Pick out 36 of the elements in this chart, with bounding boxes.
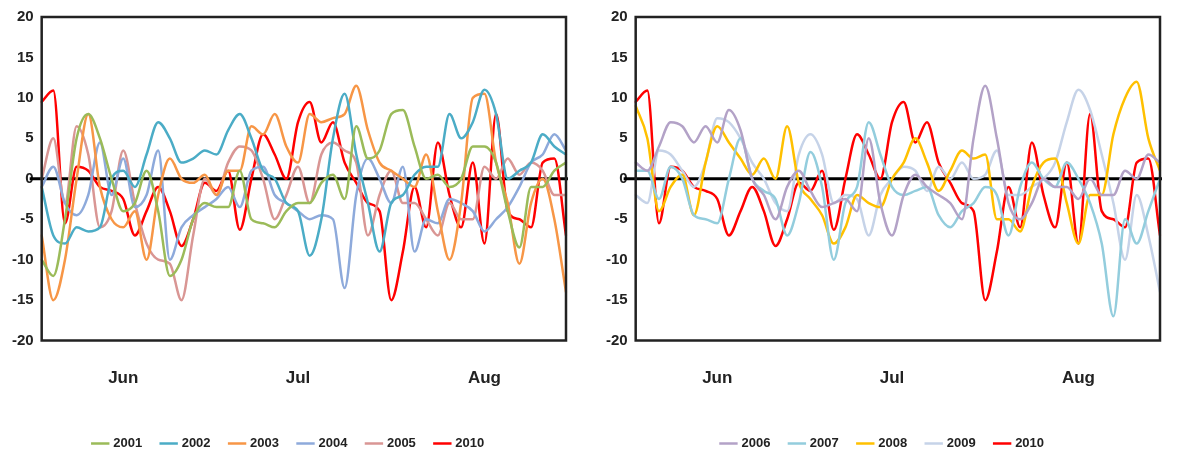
y-tick-label: 15 [16,47,34,65]
y-tick-label: -10 [605,249,628,267]
legend-label: 2003 [250,435,279,451]
y-tick-label: 10 [16,88,34,106]
legend-label: 2009 [946,435,976,451]
x-tick-label: Jun [702,368,733,388]
y-tick-label: 10 [610,88,628,106]
x-tick-label: Jun [108,368,139,388]
legend-label: 2007 [809,435,839,451]
y-tick-label: -15 [605,290,628,308]
y-tick-label: 20 [16,7,34,25]
legend-label: 2006 [741,435,771,451]
y-tick-label: -5 [614,209,628,227]
legend-label: 2008 [878,435,908,451]
y-tick-label: -20 [11,330,34,348]
y-tick-label: -5 [20,209,34,227]
legend-label: 2002 [181,435,211,451]
line-series [40,88,568,257]
x-tick-label: Aug [467,368,501,388]
line-series [40,108,568,278]
x-tick-label: Jul [879,368,905,388]
x-tick-label: Jul [285,368,311,388]
legend-label: 2010 [455,435,485,451]
y-tick-label: 20 [610,7,628,25]
x-tick-label: Aug [1061,368,1095,388]
line-series [634,120,1162,318]
legend-label: 2005 [386,435,416,451]
y-tick-label: -15 [11,290,34,308]
y-tick-label: 15 [610,47,628,65]
y-tick-label: 5 [619,128,628,146]
legend-label: 2001 [113,435,143,451]
legend-label: 2004 [318,435,349,451]
y-tick-label: -10 [11,249,34,267]
y-tick-label: -20 [605,330,628,348]
legend-label: 2010 [1015,435,1045,451]
y-tick-label: 5 [25,128,34,146]
